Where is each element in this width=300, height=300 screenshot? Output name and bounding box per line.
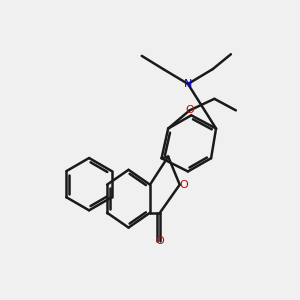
Text: O: O xyxy=(155,236,164,246)
Text: N: N xyxy=(184,79,192,89)
Text: O: O xyxy=(185,105,194,116)
Text: O: O xyxy=(179,180,188,190)
